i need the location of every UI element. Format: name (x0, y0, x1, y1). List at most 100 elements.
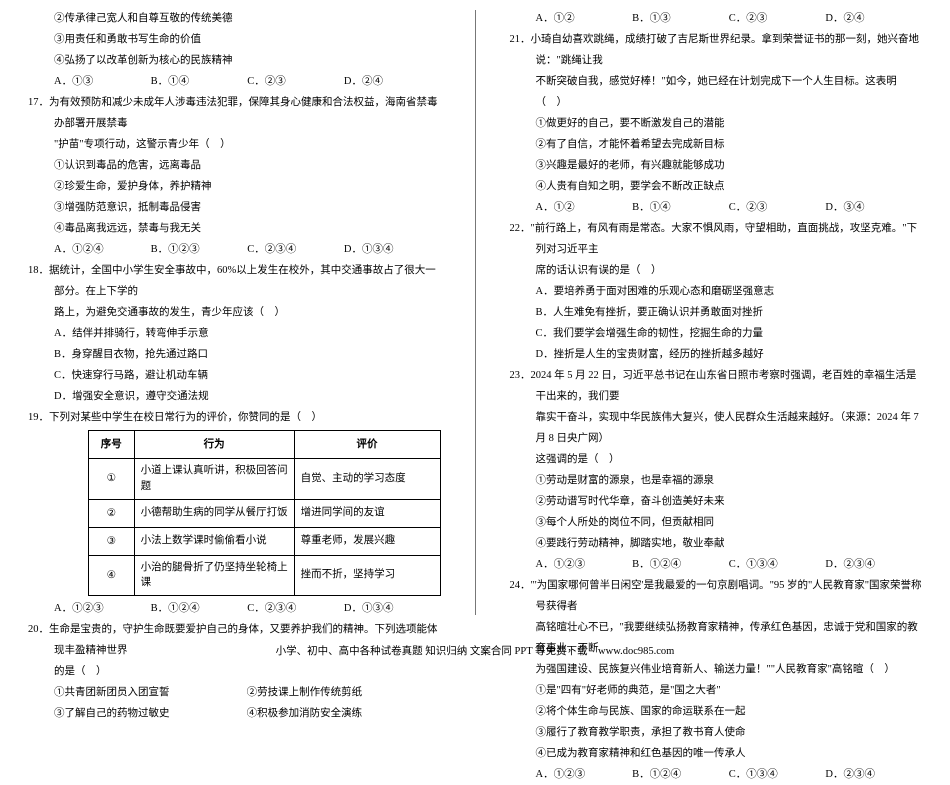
table-row: ④ 小治的腿骨折了仍坚持坐轮椅上课 挫而不折，坚持学习 (89, 555, 441, 596)
q23-l4: ④要践行劳动精神，脚踏实地，敬业奉献 (510, 533, 923, 554)
q21-stem1: 21．小琦自幼喜欢跳绳，成绩打破了吉尼斯世界纪录。拿到荣誉证书的那一刻，她兴奋地… (510, 29, 923, 71)
opt-b: B．①④ (151, 71, 248, 92)
page-columns: ②传承律己宽人和自尊互敬的传统美德 ③用责任和勇敢书写生命的价值 ④弘扬了以改革… (0, 0, 950, 785)
opt-a: A．①③ (54, 71, 151, 92)
opt-b: B．①③ (632, 8, 729, 29)
q23-l2: ②劳动谱写时代华章，奋斗创造美好未来 (510, 491, 923, 512)
q23-options: A．①②③ B．①②④ C．①③④ D．②③④ (510, 554, 923, 575)
pre17-line-3: ③用责任和勇敢书写生命的价值 (28, 29, 441, 50)
q22-b: B．人生难免有挫折，要正确认识并勇敢面对挫折 (510, 302, 923, 323)
cell-idx: ③ (89, 527, 135, 555)
q17-stem2: "护苗"专项行动，这警示青少年（ ） (28, 134, 441, 155)
q19-options: A．①②③ B．①②④ C．②③④ D．①③④ (28, 598, 441, 619)
page-footer: 小学、初中、高中各种试卷真题 知识归纳 文案合同 PPT 等免费下载 www.d… (0, 643, 950, 658)
opt-d: D．③④ (825, 197, 922, 218)
opt-c: C．②③ (247, 71, 344, 92)
cell-eval: 自觉、主动的学习态度 (294, 459, 440, 500)
opt-d: D．①③④ (344, 598, 441, 619)
opt-b: B．①②④ (632, 554, 729, 575)
cell-idx: ④ (89, 555, 135, 596)
opt-b: B．①②④ (632, 764, 729, 785)
q17-l2: ②珍爱生命，爱护身体，养护精神 (28, 176, 441, 197)
opt-d: D．②④ (344, 71, 441, 92)
opt-c: C．②③④ (247, 239, 344, 260)
opt-d: D．①③④ (344, 239, 441, 260)
q24-stem3: 为强国建设、民族复兴伟业培育新人、输送力量！""人民教育家"高铭暄（ ） (510, 659, 923, 680)
q23-stem3: 这强调的是（ ） (510, 449, 923, 470)
q24-l1: ①是"四有"好老师的典范，是"国之大者" (510, 680, 923, 701)
opt-a: A．①② (536, 8, 633, 29)
q20-2: ②劳技课上制作传统剪纸 (247, 687, 363, 698)
q24-l2: ②将个体生命与民族、国家的命运联系在一起 (510, 701, 923, 722)
left-column: ②传承律己宽人和自尊互敬的传统美德 ③用责任和勇敢书写生命的价值 ④弘扬了以改革… (28, 8, 441, 785)
opt-a: A．①② (536, 197, 633, 218)
q17-l3: ③增强防范意识，抵制毒品侵害 (28, 197, 441, 218)
opt-d: D．②④ (825, 8, 922, 29)
cell-idx: ① (89, 459, 135, 500)
q21-l1: ①做更好的自己，要不断激发自己的潜能 (510, 113, 923, 134)
pre17-line-4: ④弘扬了以改革创新为核心的民族精神 (28, 50, 441, 71)
column-divider (475, 10, 476, 615)
q19-h-eval: 评价 (294, 431, 440, 459)
q23-l1: ①劳动是财富的源泉，也是幸福的源泉 (510, 470, 923, 491)
q17-stem1: 17．为有效预防和减少未成年人涉毒违法犯罪，保障其身心健康和合法权益，海南省禁毒… (28, 92, 441, 134)
opt-c: C．②③ (729, 197, 826, 218)
q20-pair2: ③了解自己的药物过敏史 ④积极参加消防安全演练 (28, 703, 441, 724)
q19-h-idx: 序号 (89, 431, 135, 459)
opt-b: B．①④ (632, 197, 729, 218)
q20-3: ③了解自己的药物过敏史 (54, 703, 244, 724)
q22-stem1: 22．"前行路上，有风有雨是常态。大家不惧风雨，守望相助，直面挑战，攻坚克难。"… (510, 218, 923, 260)
opt-c: C．②③ (729, 8, 826, 29)
q18-a: A．结伴并排骑行，转弯伸手示意 (28, 323, 441, 344)
q23-stem2: 靠实干奋斗，实现中华民族伟大复兴，使人民群众生活越来越好。（来源：2024 年 … (510, 407, 923, 449)
q20-4: ④积极参加消防安全演练 (247, 708, 363, 719)
q23-stem1: 23．2024 年 5 月 22 日，习近平总书记在山东省日照市考察时强调，老百… (510, 365, 923, 407)
q18-c: C．快速穿行马路，避让机动车辆 (28, 365, 441, 386)
q22-d: D．挫折是人生的宝贵财富，经历的挫折越多越好 (510, 344, 923, 365)
q17-l4: ④毒品离我远远，禁毒与我无关 (28, 218, 441, 239)
cell-eval: 挫而不折，坚持学习 (294, 555, 440, 596)
q18-stem2: 路上，为避免交通事故的发生，青少年应该（ ） (28, 302, 441, 323)
opt-c: C．②③④ (247, 598, 344, 619)
q20-pair1: ①共青团新团员入团宣誓 ②劳技课上制作传统剪纸 (28, 682, 441, 703)
opt-d: D．②③④ (825, 554, 922, 575)
q24-stem1: 24．"'为国家哪何曾半日闲空'是我最爱的一句京剧唱词。"95 岁的"人民教育家… (510, 575, 923, 617)
q21-l4: ④人贵有自知之明，要学会不断改正缺点 (510, 176, 923, 197)
opt-c: C．①③④ (729, 764, 826, 785)
table-row: ③ 小法上数学课时偷偷看小说 尊重老师，发展兴趣 (89, 527, 441, 555)
q21-stem2: 不断突破自我，感觉好棒！"如今，她已经在计划完成下一个人生目标。这表明（ ） (510, 71, 923, 113)
q20-1: ①共青团新团员入团宣誓 (54, 682, 244, 703)
opt-b: B．①②④ (151, 598, 248, 619)
q22-a: A．要培养勇于面对困难的乐观心态和磨砺坚强意志 (510, 281, 923, 302)
opt-c: C．①③④ (729, 554, 826, 575)
q21-l3: ③兴趣是最好的老师，有兴趣就能够成功 (510, 155, 923, 176)
q21-options: A．①② B．①④ C．②③ D．③④ (510, 197, 923, 218)
pre17-line-2: ②传承律己宽人和自尊互敬的传统美德 (28, 8, 441, 29)
q17-l1: ①认识到毒品的危害，远离毒品 (28, 155, 441, 176)
q18-stem1: 18．据统计，全国中小学生安全事故中，60%以上发生在校外，其中交通事故占了很大… (28, 260, 441, 302)
q22-c: C．我们要学会增强生命的韧性，挖掘生命的力量 (510, 323, 923, 344)
q19-table: 序号 行为 评价 ① 小道上课认真听讲，积极回答问题 自觉、主动的学习态度 ② … (88, 430, 441, 596)
table-row: ② 小德帮助生病的同学从餐厅打饭 增进同学间的友谊 (89, 499, 441, 527)
opt-b: B．①②③ (151, 239, 248, 260)
opt-a: A．①②③ (536, 554, 633, 575)
pre17-options: A．①③ B．①④ C．②③ D．②④ (28, 71, 441, 92)
opt-a: A．①②③ (54, 598, 151, 619)
q18-d: D．增强安全意识，遵守交通法规 (28, 386, 441, 407)
opt-a: A．①②④ (54, 239, 151, 260)
cell-eval: 增进同学间的友谊 (294, 499, 440, 527)
q19-stem: 19．下列对某些中学生在校日常行为的评价，你赞同的是（ ） (28, 407, 441, 428)
cell-eval: 尊重老师，发展兴趣 (294, 527, 440, 555)
opt-d: D．②③④ (825, 764, 922, 785)
cell-idx: ② (89, 499, 135, 527)
cell-act: 小德帮助生病的同学从餐厅打饭 (134, 499, 294, 527)
right-column: A．①② B．①③ C．②③ D．②④ 21．小琦自幼喜欢跳绳，成绩打破了吉尼斯… (510, 8, 923, 785)
q17-options: A．①②④ B．①②③ C．②③④ D．①③④ (28, 239, 441, 260)
pre21-options: A．①② B．①③ C．②③ D．②④ (510, 8, 923, 29)
q18-b: B．身穿醒目衣物，抢先通过路口 (28, 344, 441, 365)
q19-h-act: 行为 (134, 431, 294, 459)
q23-l3: ③每个人所处的岗位不同，但贡献相同 (510, 512, 923, 533)
q24-l4: ④已成为教育家精神和红色基因的唯一传承人 (510, 743, 923, 764)
q21-l2: ②有了自信，才能怀着希望去完成新目标 (510, 134, 923, 155)
q22-stem2: 席的话认识有误的是（ ） (510, 260, 923, 281)
